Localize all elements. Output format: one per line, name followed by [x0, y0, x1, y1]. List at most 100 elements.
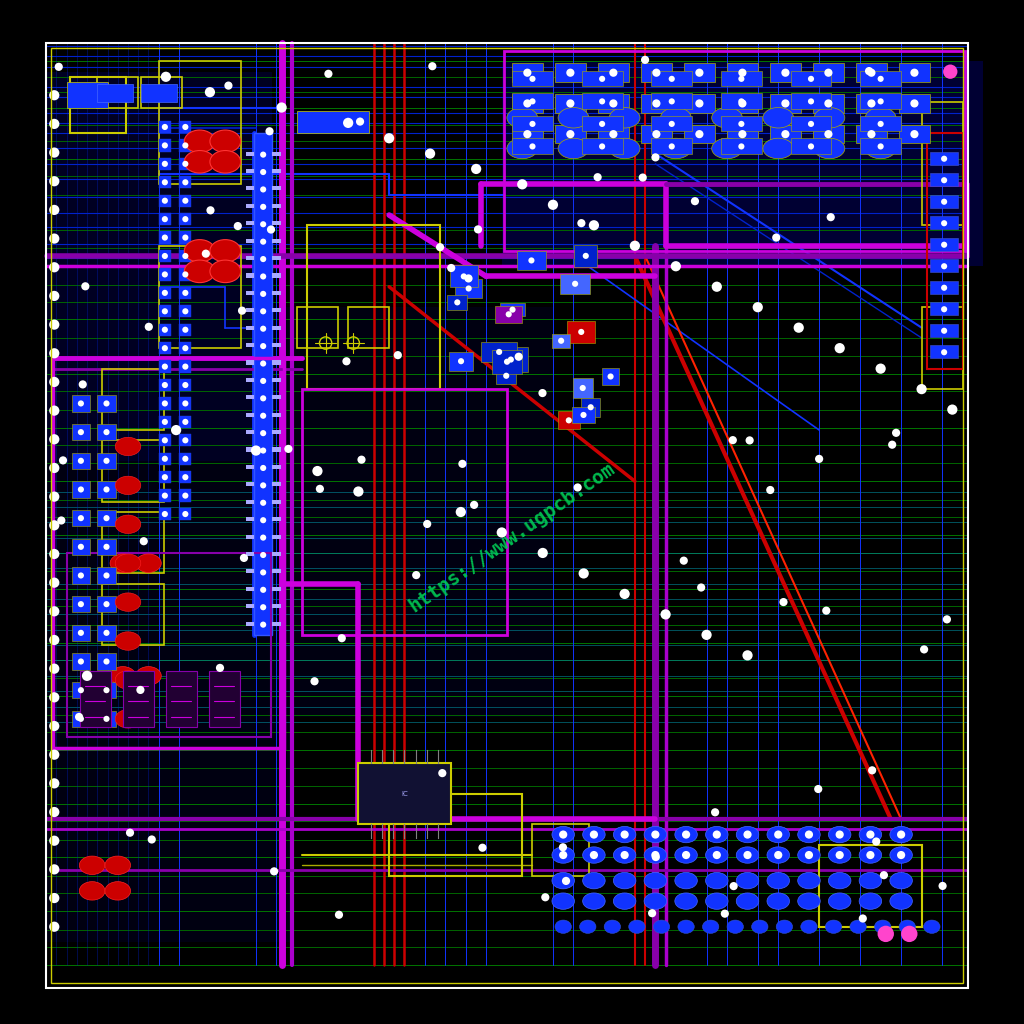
Bar	[721, 71, 762, 86]
Circle shape	[162, 253, 168, 259]
Ellipse shape	[890, 872, 912, 889]
Circle shape	[822, 606, 830, 614]
Bar	[159, 231, 171, 244]
Ellipse shape	[644, 872, 667, 889]
Circle shape	[548, 200, 558, 210]
Circle shape	[826, 213, 835, 221]
Ellipse shape	[767, 847, 790, 863]
Bar	[46, 43, 968, 988]
Bar	[272, 395, 281, 399]
Circle shape	[836, 830, 844, 839]
Bar	[927, 133, 963, 369]
Bar	[72, 510, 90, 526]
Circle shape	[781, 99, 790, 108]
Circle shape	[559, 843, 567, 851]
Circle shape	[49, 549, 59, 559]
Circle shape	[868, 766, 877, 774]
Circle shape	[126, 828, 134, 837]
Bar	[159, 360, 171, 373]
Circle shape	[103, 716, 110, 722]
Bar	[272, 273, 281, 278]
Circle shape	[888, 440, 896, 449]
Circle shape	[49, 664, 59, 674]
Bar	[856, 125, 887, 143]
Bar	[159, 121, 171, 133]
Circle shape	[599, 76, 605, 82]
Text: IC: IC	[401, 791, 408, 797]
Circle shape	[49, 319, 59, 330]
Circle shape	[910, 99, 919, 108]
Bar	[512, 71, 553, 86]
Bar	[159, 213, 171, 225]
Circle shape	[630, 241, 640, 251]
Circle shape	[652, 69, 660, 77]
Bar	[555, 94, 586, 113]
Ellipse shape	[890, 893, 912, 909]
Ellipse shape	[859, 847, 882, 863]
Bar	[641, 94, 672, 113]
Bar	[70, 77, 126, 133]
Circle shape	[103, 515, 110, 521]
Circle shape	[651, 853, 659, 861]
Ellipse shape	[184, 151, 215, 173]
Bar	[72, 682, 90, 698]
Circle shape	[565, 417, 571, 423]
Bar	[159, 61, 241, 184]
Bar	[721, 116, 762, 131]
Circle shape	[78, 515, 84, 521]
Circle shape	[880, 871, 888, 880]
Circle shape	[805, 851, 813, 859]
Bar	[246, 204, 254, 208]
Circle shape	[471, 164, 481, 174]
Circle shape	[78, 630, 84, 636]
Ellipse shape	[111, 554, 135, 572]
Circle shape	[49, 836, 59, 846]
Circle shape	[941, 306, 947, 312]
Circle shape	[78, 716, 84, 722]
Bar	[512, 93, 553, 109]
Bar	[179, 195, 191, 207]
Circle shape	[394, 351, 402, 359]
Circle shape	[260, 152, 266, 158]
Circle shape	[941, 349, 947, 355]
Ellipse shape	[736, 893, 759, 909]
Circle shape	[171, 425, 181, 435]
Bar	[389, 794, 522, 876]
Circle shape	[743, 830, 752, 839]
Bar	[856, 63, 887, 82]
Circle shape	[182, 456, 188, 462]
Bar	[791, 116, 831, 131]
Circle shape	[941, 177, 947, 183]
Bar	[246, 517, 254, 521]
Circle shape	[312, 466, 323, 476]
Circle shape	[260, 291, 266, 297]
Circle shape	[338, 634, 346, 642]
Bar	[159, 434, 171, 446]
Bar	[272, 291, 281, 295]
Circle shape	[103, 601, 110, 607]
Circle shape	[835, 343, 845, 353]
Bar	[97, 77, 138, 108]
Circle shape	[523, 69, 531, 77]
Bar	[721, 138, 762, 154]
Circle shape	[580, 385, 586, 391]
Circle shape	[162, 493, 168, 499]
Circle shape	[49, 205, 59, 215]
Circle shape	[447, 264, 456, 272]
Ellipse shape	[924, 920, 940, 934]
Circle shape	[456, 507, 466, 517]
Ellipse shape	[798, 893, 820, 909]
Ellipse shape	[609, 138, 640, 159]
Bar	[123, 671, 154, 727]
Circle shape	[182, 511, 188, 517]
Ellipse shape	[552, 872, 574, 889]
Ellipse shape	[583, 826, 605, 843]
Circle shape	[162, 419, 168, 425]
Circle shape	[57, 516, 66, 524]
Bar	[272, 326, 281, 330]
Circle shape	[162, 474, 168, 480]
Circle shape	[162, 400, 168, 407]
Circle shape	[815, 455, 823, 463]
Ellipse shape	[874, 920, 891, 934]
Circle shape	[49, 778, 59, 788]
